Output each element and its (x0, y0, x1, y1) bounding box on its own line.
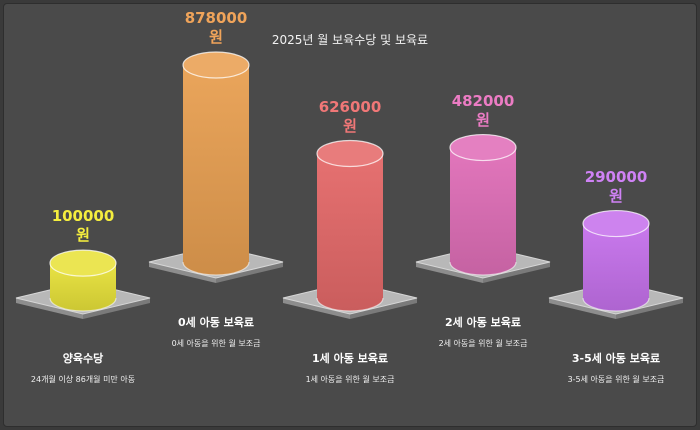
data-label: 482000 원 (423, 92, 543, 130)
data-label-value: 878000 (184, 9, 248, 27)
bar-group (15, 249, 151, 319)
data-label-value: 100000 (51, 207, 115, 226)
category-label: 양육수당 (62, 352, 104, 365)
data-label-unit: 원 (609, 186, 623, 205)
platform-side-right (83, 298, 150, 319)
data-label: 626000 원 (290, 98, 410, 136)
category-label: 1세 아동 보육료 (311, 352, 389, 365)
data-label-unit: 원 (343, 116, 357, 135)
platform-side-right (616, 298, 683, 319)
bar-group (282, 139, 418, 319)
category-description: 1세 아동을 위한 월 보조금 (305, 375, 395, 384)
platform-side-left (16, 298, 83, 319)
bar-bottom-rim (316, 297, 384, 312)
bar-bottom-rim (49, 297, 117, 312)
data-label-unit: 원 (476, 110, 490, 129)
data-label: 100000 원 (23, 207, 143, 245)
bar (183, 65, 249, 275)
data-label-value: 290000 (584, 167, 648, 186)
category-label: 0세 아동 보육료 (177, 316, 255, 329)
platform-side-right (350, 298, 417, 319)
data-label-value: 482000 (451, 91, 515, 110)
platform-side-left (549, 298, 616, 319)
data-label-value: 626000 (318, 97, 382, 116)
category-label: 3-5세 아동 보육료 (571, 352, 661, 365)
bar-group (415, 133, 551, 283)
chart-title: 2025년 월 보육수당 및 보육료 (271, 33, 429, 47)
bar (50, 263, 116, 311)
bar-top (449, 133, 517, 162)
platform-side-right (216, 262, 283, 283)
bar-top (182, 51, 250, 79)
bar (583, 223, 649, 311)
bar-bottom-rim (582, 297, 650, 312)
bar-bottom-rim (182, 261, 250, 276)
bar-bottom-rim (449, 261, 517, 276)
platform-side-left (416, 262, 483, 283)
data-label: 290000 원 (556, 168, 676, 206)
category-description: 24개월 이상 86개월 미만 아동 (30, 375, 136, 384)
data-label: 878000 원 (156, 9, 276, 47)
bar-group (148, 51, 284, 283)
platform-side-left (283, 298, 350, 319)
bar (317, 153, 383, 311)
category-description: 0세 아동을 위한 월 보조금 (171, 339, 261, 348)
bar-group (548, 209, 684, 319)
bar-top (49, 249, 117, 277)
category-label: 2세 아동 보육료 (444, 316, 522, 329)
category-description: 2세 아동을 위한 월 보조금 (438, 339, 528, 348)
platform-side-left (149, 262, 216, 283)
category-description: 3-5세 아동을 위한 월 보조금 (567, 375, 665, 384)
platform-side-right (483, 262, 550, 283)
data-label-unit: 원 (209, 28, 223, 46)
bar (450, 147, 516, 275)
bar-top (582, 209, 650, 238)
data-label-unit: 원 (76, 226, 90, 245)
bar-top (316, 139, 384, 168)
